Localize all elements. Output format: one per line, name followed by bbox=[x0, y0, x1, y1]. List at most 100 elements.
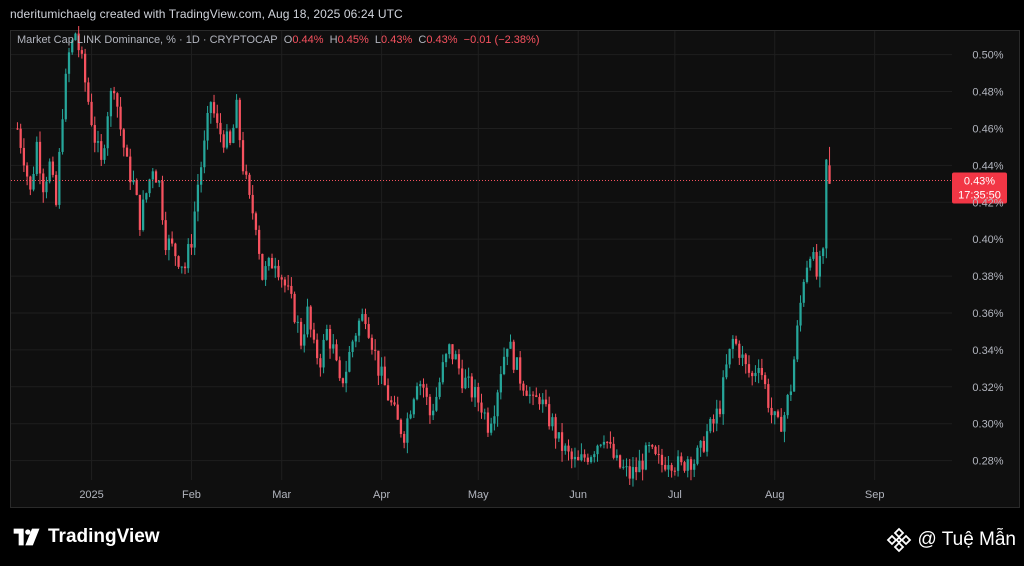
candle-body bbox=[577, 456, 580, 461]
candle bbox=[457, 349, 461, 375]
candle-body bbox=[319, 358, 322, 368]
tradingview-logo[interactable]: TradingView bbox=[12, 526, 160, 548]
brand-name: TradingView bbox=[48, 526, 160, 547]
candle bbox=[328, 324, 332, 359]
candle bbox=[141, 190, 145, 232]
candle bbox=[390, 396, 393, 406]
candle-body bbox=[589, 457, 593, 462]
candle bbox=[676, 450, 680, 477]
candle bbox=[776, 409, 780, 419]
low-value: 0.43% bbox=[381, 34, 413, 46]
candle bbox=[183, 262, 187, 275]
candle bbox=[612, 436, 615, 460]
candle bbox=[119, 97, 122, 136]
candle bbox=[93, 116, 96, 153]
candle bbox=[332, 334, 335, 354]
candle-body bbox=[138, 194, 142, 230]
chart-frame[interactable] bbox=[10, 30, 1020, 508]
candle bbox=[348, 345, 351, 373]
candle-body bbox=[657, 453, 660, 455]
candle bbox=[454, 350, 457, 360]
candle-body bbox=[180, 266, 183, 268]
candle bbox=[502, 347, 506, 376]
candle-body bbox=[103, 148, 106, 160]
candle-body bbox=[654, 446, 657, 454]
y-tick-label: 0.42% bbox=[972, 197, 1003, 209]
candle bbox=[773, 411, 776, 425]
candle bbox=[786, 393, 789, 419]
candle bbox=[564, 443, 567, 455]
candle bbox=[596, 444, 599, 462]
candle-body bbox=[348, 351, 351, 372]
candle-body bbox=[399, 419, 403, 434]
candle-body bbox=[783, 415, 786, 432]
candle-body bbox=[238, 99, 241, 141]
candle bbox=[280, 274, 283, 288]
candle-body bbox=[303, 334, 306, 346]
candle-body bbox=[261, 253, 264, 280]
candle-body bbox=[48, 161, 51, 182]
candle bbox=[415, 382, 419, 401]
candle bbox=[506, 348, 509, 366]
candle bbox=[74, 32, 77, 41]
candle-body bbox=[496, 392, 499, 417]
time-axis: 2025 Feb Mar Apr May Jun Jul Aug Sep bbox=[79, 489, 884, 501]
candle bbox=[383, 356, 386, 386]
candle bbox=[589, 455, 593, 464]
y-tick-label: 0.28% bbox=[972, 456, 1003, 468]
candle bbox=[303, 324, 306, 353]
y-tick-label: 0.46% bbox=[972, 123, 1003, 135]
candle-body bbox=[22, 147, 26, 166]
candle bbox=[125, 144, 129, 157]
candle-body bbox=[580, 454, 583, 461]
candle-body bbox=[54, 174, 58, 205]
candle-body bbox=[203, 140, 206, 168]
y-tick-label: 0.40% bbox=[972, 234, 1003, 246]
candle bbox=[477, 382, 480, 412]
candle bbox=[135, 178, 138, 196]
candle-body bbox=[335, 344, 338, 361]
candle-body bbox=[828, 165, 831, 184]
candle-body bbox=[341, 378, 345, 384]
candle bbox=[519, 351, 522, 391]
candle bbox=[499, 366, 502, 400]
candle-body bbox=[615, 455, 618, 458]
candle bbox=[103, 144, 106, 164]
candles bbox=[16, 26, 831, 487]
candle bbox=[483, 408, 486, 420]
candle-body bbox=[325, 329, 328, 340]
candle bbox=[264, 261, 267, 286]
author-watermark: @ Tuệ Mẫn bbox=[886, 527, 1016, 553]
candle-body bbox=[109, 90, 113, 117]
candle-body bbox=[364, 314, 367, 325]
candle bbox=[380, 357, 383, 385]
candle-body bbox=[805, 267, 809, 282]
candle-body bbox=[296, 321, 299, 323]
candle-body bbox=[135, 180, 138, 195]
candle-body bbox=[512, 341, 515, 370]
candle-body bbox=[612, 443, 615, 458]
candle-body bbox=[618, 455, 622, 468]
candle-body bbox=[161, 181, 164, 221]
candle bbox=[406, 412, 409, 454]
candle-body bbox=[406, 418, 409, 443]
high-value: 0.45% bbox=[337, 34, 369, 46]
candle-body bbox=[216, 113, 219, 123]
candle bbox=[151, 168, 154, 189]
candle bbox=[641, 453, 644, 481]
candle bbox=[241, 131, 245, 175]
candle-body bbox=[709, 419, 712, 432]
candle bbox=[528, 386, 531, 404]
candle-body bbox=[280, 277, 283, 280]
candle-body bbox=[535, 395, 538, 397]
candle-body bbox=[473, 387, 477, 398]
candle bbox=[309, 305, 312, 338]
candle bbox=[171, 231, 174, 247]
candle bbox=[473, 379, 477, 408]
candle-body bbox=[573, 456, 577, 460]
candle-body bbox=[686, 459, 689, 471]
candle bbox=[757, 359, 760, 384]
candle bbox=[399, 418, 403, 438]
candle bbox=[335, 339, 338, 362]
